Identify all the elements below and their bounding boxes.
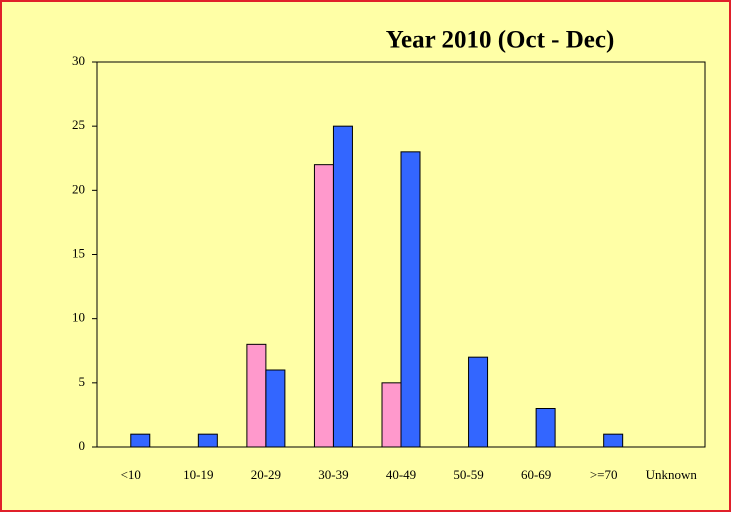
bar <box>130 433 151 448</box>
bar <box>265 369 286 448</box>
bar <box>197 433 218 448</box>
x-tick-label: 50-59 <box>453 467 483 482</box>
bar <box>603 433 624 448</box>
bar <box>332 125 353 448</box>
bar <box>535 408 556 448</box>
x-tick-label: >=70 <box>590 467 618 482</box>
y-tick-label: 30 <box>72 53 85 68</box>
y-tick-label: 10 <box>72 310 85 325</box>
x-tick-label: 60-69 <box>521 467 551 482</box>
x-tick-label: 20-29 <box>251 467 281 482</box>
y-tick-label: 15 <box>72 245 85 260</box>
bar <box>246 343 267 448</box>
x-tick-label: <10 <box>121 467 141 482</box>
bar <box>381 382 402 448</box>
x-tick-label: 30-39 <box>318 467 348 482</box>
bar <box>313 164 334 448</box>
y-tick-label: 0 <box>79 438 86 453</box>
chart-title: Year 2010 (Oct - Dec) <box>386 27 615 54</box>
x-tick-label: 40-49 <box>386 467 416 482</box>
x-tick-label: 10-19 <box>183 467 213 482</box>
x-tick-label: Unknown <box>646 467 698 482</box>
bar <box>468 356 489 448</box>
bar <box>400 151 421 448</box>
y-tick-label: 25 <box>72 117 85 132</box>
y-tick-label: 5 <box>79 374 86 389</box>
y-tick-label: 20 <box>72 181 85 196</box>
